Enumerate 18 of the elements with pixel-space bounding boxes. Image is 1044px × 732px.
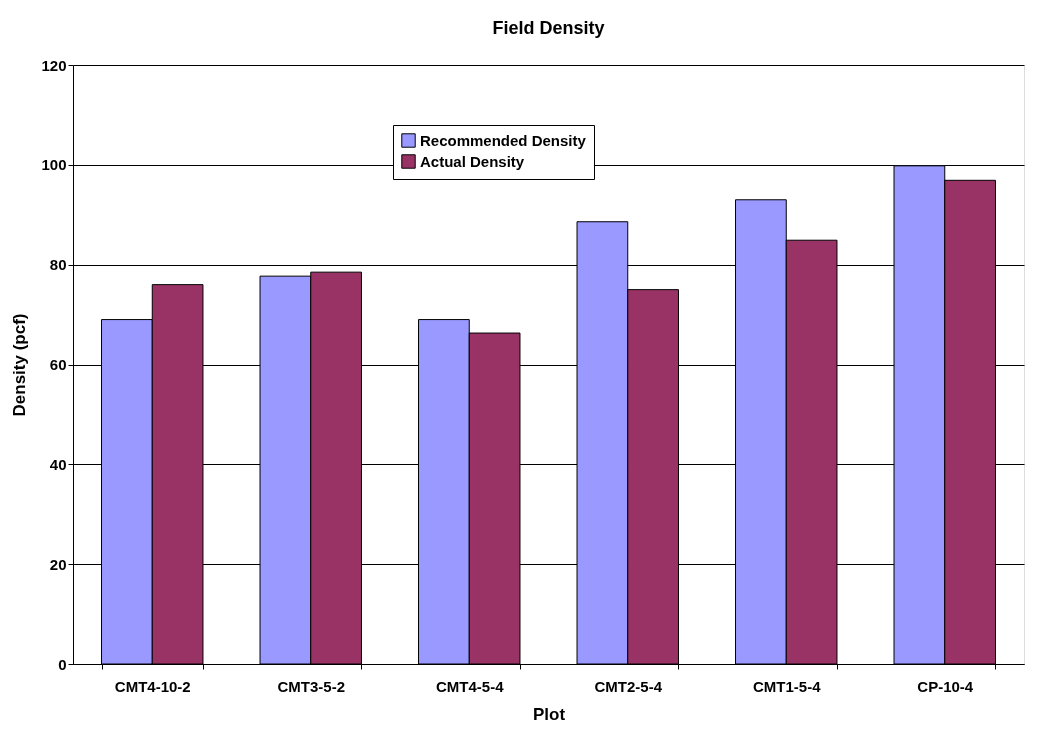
y-tick-label: 20 xyxy=(49,555,67,573)
x-tick-label: CMT2-5-4 xyxy=(594,677,663,695)
y-tick-label: 80 xyxy=(49,256,67,274)
y-tick-label: 120 xyxy=(41,56,67,74)
y-tick-label: 0 xyxy=(58,655,67,673)
chart-title: Field Density xyxy=(492,18,605,38)
x-tick-label: CMT1-5-4 xyxy=(752,677,822,695)
y-axis-title: Density (pcf) xyxy=(10,313,30,417)
legend-label: Actual Density xyxy=(420,152,525,170)
x-tick-label: CMT3-5-2 xyxy=(277,677,346,695)
x-tick-label: CMT4-5-4 xyxy=(435,677,505,695)
y-tick-label: 60 xyxy=(49,356,67,373)
x-tick-label: CP-10-4 xyxy=(917,677,974,695)
x-tick-label: CMT4-10-2 xyxy=(114,677,191,695)
legend-label: Recommended Density xyxy=(420,131,587,149)
x-axis-title: Plot xyxy=(532,704,566,724)
y-tick-label: 40 xyxy=(49,455,67,473)
y-tick-label: 100 xyxy=(41,156,67,174)
